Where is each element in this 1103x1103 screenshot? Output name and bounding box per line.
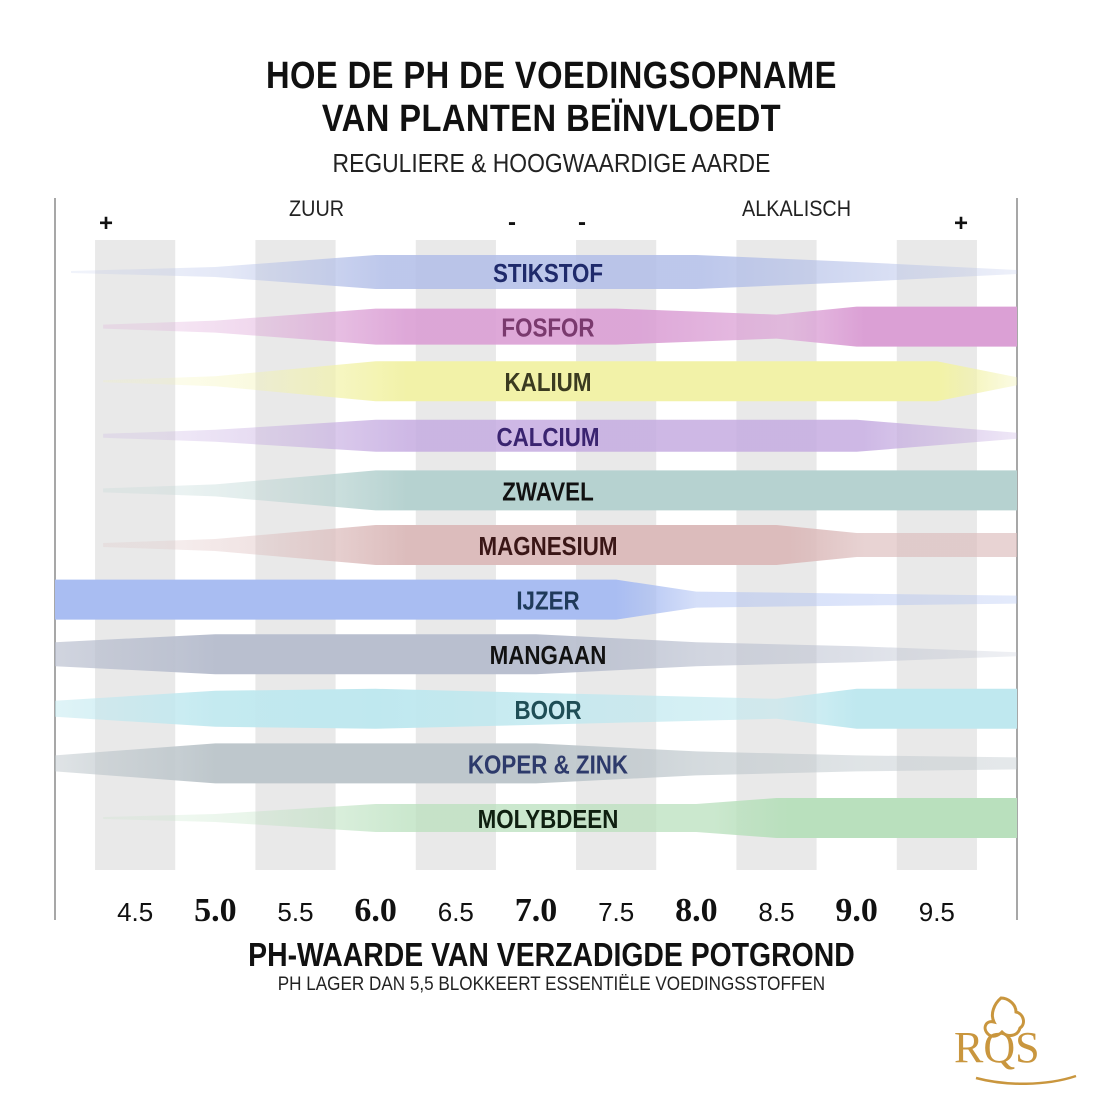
x-tick-label: 6.0 [354, 892, 397, 929]
nutrient-band-ijzer [55, 579, 1017, 620]
logo-swoosh [975, 1074, 1077, 1086]
chart-subtitle: REGULIERE & HOOGWAARDIGE AARDE [332, 148, 771, 178]
nutrient-label: CALCIUM [496, 423, 599, 452]
x-tick-label: 8.5 [758, 897, 794, 927]
lion-icon [983, 996, 1025, 1038]
nutrient-label: FOSFOR [501, 314, 594, 343]
nutrient-band-stikstof [71, 255, 1017, 289]
acid-label: ZUUR [289, 196, 345, 221]
plus-sign-left: + [99, 210, 114, 237]
x-tick-label: 6.5 [438, 897, 474, 927]
minus-sign-right: - [578, 209, 586, 236]
nutrient-series [55, 255, 1018, 838]
rqs-logo: RQS [954, 996, 1077, 1086]
alkaline-label: ALKALISCH [742, 196, 852, 221]
chart-title-line1: HOE DE PH DE VOEDINGSOPNAME [265, 55, 837, 97]
x-tick-label: 9.0 [835, 892, 878, 929]
nutrient-band-fosfor [103, 306, 1018, 347]
nutrient-label: IJZER [516, 587, 579, 616]
x-axis-note: PH LAGER DAN 5,5 BLOKKEERT ESSENTIËLE VO… [277, 974, 826, 995]
nutrient-band-mangaan [55, 634, 1017, 675]
nutrient-band-kalium [103, 361, 1018, 402]
nutrient-label: KALIUM [505, 369, 592, 398]
nutrient-label: MOLYBDEEN [478, 805, 619, 834]
nutrient-label: STIKSTOF [493, 259, 603, 288]
x-tick-label: 7.5 [598, 897, 634, 927]
nutrient-band-koper-zink [55, 743, 1017, 784]
plus-sign-right: + [954, 210, 969, 237]
nutrient-label: MAGNESIUM [478, 532, 617, 561]
minus-sign-left: - [508, 209, 516, 236]
x-tick-label: 4.5 [117, 897, 153, 927]
x-tick-label: 8.0 [675, 892, 718, 929]
nutrient-band-magnesium [103, 525, 1018, 565]
nutrient-label: ZWAVEL [502, 478, 594, 507]
nutrient-band-zwavel [103, 470, 1018, 511]
nutrient-band-molybdeen [103, 798, 1018, 838]
chart-title-line2: VAN PLANTEN BEÏNVLOEDT [321, 98, 781, 140]
x-tick-labels: 4.5 5.0 5.5 6.0 6.5 7.0 7.5 8.0 8.5 9.0 9.5 [117, 892, 955, 929]
nutrient-label: BOOR [514, 696, 581, 725]
nutrient-band-boor [55, 688, 1017, 729]
x-axis-title: PH-WAARDE VAN VERZADIGDE POTGROND [248, 936, 855, 973]
nutrient-label: KOPER & ZINK [468, 751, 629, 780]
nutrient-label: MANGAAN [490, 642, 607, 671]
nutrient-labels: STIKSTOF FOSFOR KALIUM CALCIUM ZWAVEL MAGNESI… [468, 259, 629, 834]
nutrient-band-calcium [103, 419, 1018, 452]
logo-text: RQS [954, 1023, 1040, 1072]
x-tick-label: 9.5 [919, 897, 955, 927]
x-tick-label: 5.0 [194, 892, 237, 929]
x-tick-label: 7.0 [515, 892, 558, 929]
x-tick-label: 5.5 [277, 897, 313, 927]
